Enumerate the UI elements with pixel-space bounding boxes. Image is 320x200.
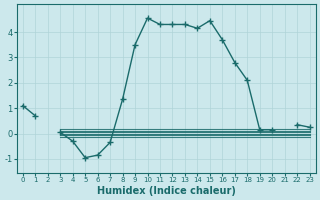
X-axis label: Humidex (Indice chaleur): Humidex (Indice chaleur) (97, 186, 236, 196)
